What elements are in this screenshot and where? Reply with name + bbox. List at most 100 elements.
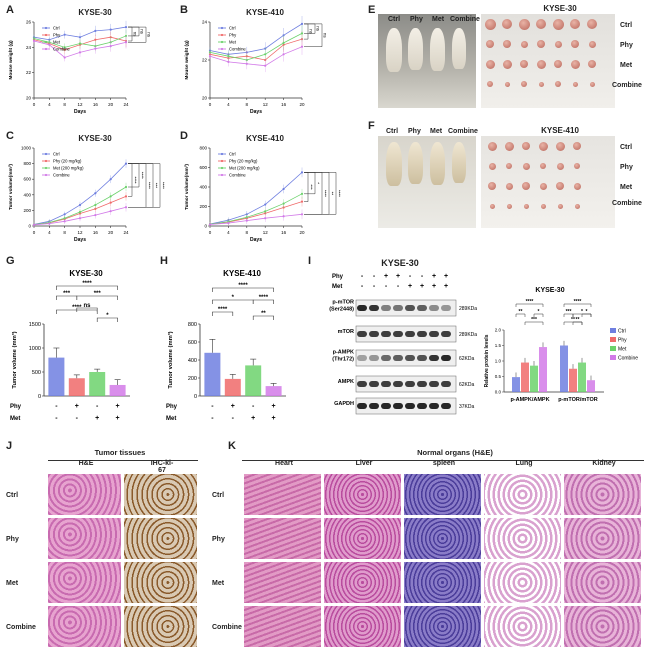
tumor (485, 59, 495, 69)
significance-bracket (252, 315, 274, 320)
row-label-combine-e: Combine (612, 82, 642, 89)
tissue-image (124, 562, 197, 603)
legend-marker (44, 47, 48, 51)
y-tick-label: 0 (204, 224, 207, 229)
panel-f-title: KYSE-410 (541, 126, 579, 135)
significance-bracket (515, 303, 544, 307)
significance-bracket (56, 285, 118, 290)
treatment-sign: - (397, 283, 400, 290)
significance-bracket (563, 303, 592, 307)
panel-title: KYSE-30 (69, 269, 103, 278)
y-tick-label: 0 (194, 394, 197, 400)
data-point (109, 210, 112, 213)
data-point (264, 53, 267, 56)
treatment-sign: + (444, 273, 448, 280)
y-tick-label: 1500 (29, 322, 41, 328)
tumor (572, 81, 578, 87)
tissue-image (244, 518, 321, 559)
blot-band (393, 355, 403, 361)
data-point (109, 178, 112, 181)
legend-marker (44, 152, 48, 156)
row-label-met-e: Met (620, 62, 633, 69)
y-tick-label: 2.0 (495, 328, 502, 333)
tissue-image (484, 562, 561, 603)
bar-phy (68, 378, 85, 396)
protein-label: AMPK (338, 379, 354, 385)
series-line-combine (209, 46, 303, 67)
legend-marker (220, 152, 224, 156)
x-tick-label: 16 (281, 230, 287, 235)
panel-k-title: Normal organs (H&E) (417, 448, 493, 457)
size-label: 62KDa (459, 356, 475, 362)
data-point (48, 222, 51, 225)
x-tick-label: 8 (246, 102, 249, 107)
tumor (522, 142, 530, 150)
blot-band (429, 403, 439, 409)
row-label-phy-e: Phy (620, 42, 633, 49)
size-label: 62KDa (459, 382, 475, 388)
y-axis-label: Tumor volume (mm³) (167, 331, 174, 388)
tissue-image (244, 562, 321, 603)
blot-band (357, 403, 367, 409)
significance-label: **** (259, 295, 269, 301)
significance-label: *** (63, 291, 71, 297)
panel-label-h: H (160, 255, 168, 267)
bar-phy (224, 378, 241, 396)
protein-label: p-AMPK (333, 350, 354, 356)
y-tick-label: 0 (38, 394, 41, 400)
significance-bracket (128, 26, 133, 42)
treatment-sign: - (373, 273, 376, 280)
treatment-sign: - (361, 283, 364, 290)
tissue-image (404, 562, 481, 603)
blot-band (393, 331, 403, 337)
panel-label-k: K (228, 440, 236, 452)
x-tick-label: 12 (77, 102, 83, 107)
data-point (264, 64, 267, 67)
data-point (300, 32, 304, 35)
x-tick-label: 16 (93, 230, 99, 235)
size-label: 37KDa (459, 404, 475, 410)
x-tick-label: 12 (263, 230, 269, 235)
treatment-sign: + (116, 403, 120, 410)
data-point (300, 213, 304, 216)
data-point (245, 216, 248, 219)
y-tick-label: 20 (26, 96, 32, 101)
panel-i-title: KYSE-30 (381, 258, 419, 268)
panel-j-rule (48, 460, 198, 461)
size-label: 289KDa (459, 332, 477, 338)
row-label-met: Met (332, 284, 342, 290)
data-point (94, 38, 97, 41)
blot-band (417, 305, 427, 311)
legend-label: Combine (229, 173, 246, 178)
legend-swatch (610, 337, 616, 342)
treatment-sign: - (55, 415, 58, 422)
blot-band (429, 381, 439, 387)
panel-title: KYSE-410 (223, 269, 261, 278)
tumor (536, 59, 546, 69)
chart-b: 0 4 8 12 16 20 20 22 24 Days Mouse weight (g) Ctrl P… (184, 16, 328, 115)
x-tick-label: 8 (63, 230, 66, 235)
tissue-image (564, 518, 641, 559)
series-line-phy (209, 201, 303, 225)
bar-met (578, 362, 586, 392)
y-tick-label: 1.5 (495, 343, 502, 348)
data-point (63, 213, 66, 216)
row-label-phy-f: Phy (620, 164, 633, 171)
column-label: Heart (275, 460, 293, 467)
significance-label: **** (147, 182, 152, 189)
tumor (554, 40, 562, 48)
blot-band (357, 305, 367, 311)
data-point (94, 203, 97, 207)
significance-label: ns (140, 29, 145, 35)
significance-label: *** (309, 184, 314, 190)
chart-h: KYSE-410 0 200 400 600 800 Tumor volume (mm³) *… (166, 269, 286, 422)
significance-label: * (106, 313, 109, 319)
legend-label: Met (229, 40, 237, 45)
tumor (570, 19, 580, 29)
bar-met (245, 365, 262, 396)
data-point (300, 200, 304, 203)
significance-label: * (232, 295, 235, 301)
tumor (571, 40, 579, 48)
tumor (540, 163, 546, 169)
panel-label-i: I (308, 255, 312, 267)
